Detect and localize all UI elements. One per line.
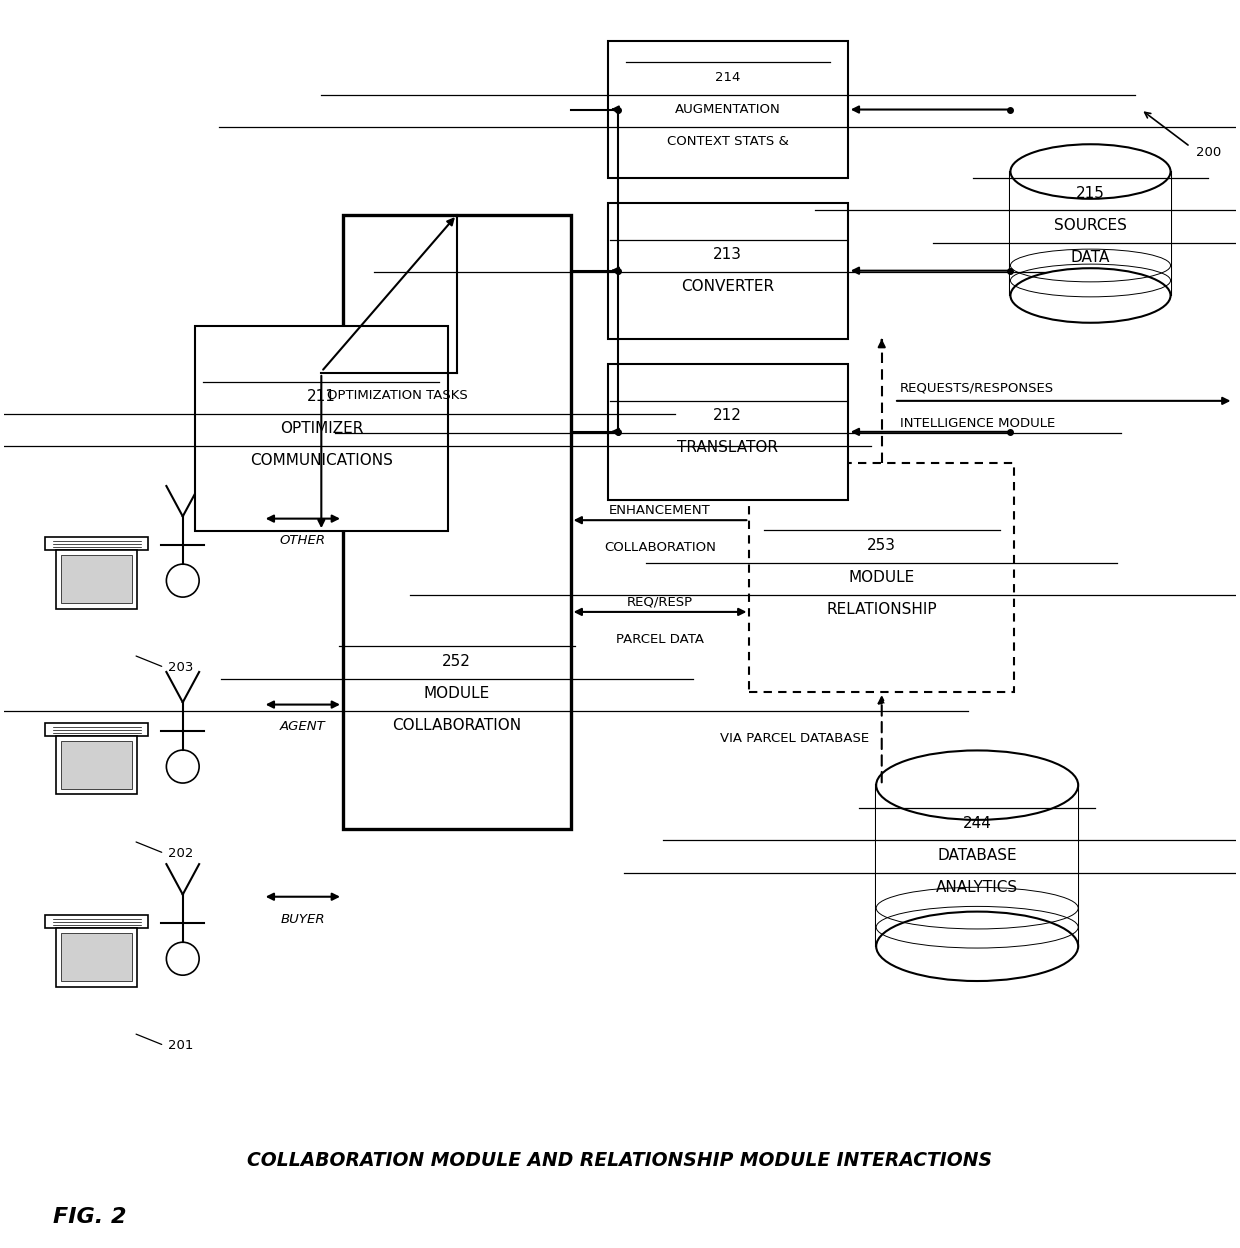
Polygon shape <box>877 785 1078 946</box>
Text: VIA PARCEL DATABASE: VIA PARCEL DATABASE <box>720 733 869 745</box>
Ellipse shape <box>877 911 1078 981</box>
Text: RELATIONSHIP: RELATIONSHIP <box>826 603 937 618</box>
Text: AUGMENTATION: AUGMENTATION <box>675 104 781 116</box>
Text: INTELLIGENCE MODULE: INTELLIGENCE MODULE <box>900 417 1055 429</box>
Polygon shape <box>46 723 148 736</box>
Circle shape <box>166 942 200 975</box>
Text: FIG. 2: FIG. 2 <box>53 1207 126 1227</box>
Polygon shape <box>46 537 148 550</box>
Text: SOURCES: SOURCES <box>1054 218 1127 233</box>
Text: COMMUNICATIONS: COMMUNICATIONS <box>250 453 393 468</box>
Text: COLLABORATION MODULE AND RELATIONSHIP MODULE INTERACTIONS: COLLABORATION MODULE AND RELATIONSHIP MO… <box>248 1151 992 1169</box>
Polygon shape <box>61 555 133 603</box>
Text: 211: 211 <box>306 389 336 404</box>
Polygon shape <box>608 41 848 177</box>
Text: CONTEXT STATS &: CONTEXT STATS & <box>667 135 789 149</box>
Polygon shape <box>608 202 848 339</box>
Text: ANALYTICS: ANALYTICS <box>936 880 1018 895</box>
Polygon shape <box>1011 171 1171 296</box>
Circle shape <box>166 564 200 597</box>
Polygon shape <box>608 363 848 500</box>
Ellipse shape <box>877 750 1078 820</box>
Text: 253: 253 <box>867 538 897 553</box>
Text: DATA: DATA <box>1071 250 1110 265</box>
Text: MODULE: MODULE <box>848 570 915 585</box>
Text: COLLABORATION: COLLABORATION <box>604 540 715 554</box>
Polygon shape <box>61 741 133 789</box>
Text: 202: 202 <box>167 847 193 860</box>
Text: 200: 200 <box>1197 146 1221 160</box>
Text: OPTIMIZER: OPTIMIZER <box>280 422 363 437</box>
Polygon shape <box>56 929 138 987</box>
Polygon shape <box>195 327 448 532</box>
Text: 212: 212 <box>713 408 743 423</box>
Polygon shape <box>46 915 148 929</box>
Text: PARCEL DATA: PARCEL DATA <box>616 633 704 645</box>
Text: BUYER: BUYER <box>280 912 325 926</box>
Polygon shape <box>61 934 133 981</box>
Ellipse shape <box>1011 145 1171 198</box>
Text: 201: 201 <box>167 1040 193 1052</box>
Text: OTHER: OTHER <box>280 534 326 548</box>
Text: 213: 213 <box>713 247 743 262</box>
Text: AGENT: AGENT <box>280 720 326 734</box>
Text: 252: 252 <box>443 654 471 669</box>
Text: OPTIMIZATION TASKS: OPTIMIZATION TASKS <box>327 389 469 402</box>
Text: ENHANCEMENT: ENHANCEMENT <box>609 504 711 517</box>
Polygon shape <box>56 550 138 609</box>
Text: 203: 203 <box>167 661 193 674</box>
Polygon shape <box>56 736 138 795</box>
Text: COLLABORATION: COLLABORATION <box>392 718 521 733</box>
Circle shape <box>166 750 200 782</box>
Text: MODULE: MODULE <box>424 686 490 701</box>
Text: 214: 214 <box>715 71 740 84</box>
Ellipse shape <box>1011 268 1171 323</box>
Text: 244: 244 <box>962 816 992 831</box>
Polygon shape <box>749 463 1014 693</box>
Text: TRANSLATOR: TRANSLATOR <box>677 441 779 456</box>
Text: CONVERTER: CONVERTER <box>681 280 774 295</box>
Text: REQUESTS/RESPONSES: REQUESTS/RESPONSES <box>900 382 1054 394</box>
Polygon shape <box>343 215 570 829</box>
Text: DATABASE: DATABASE <box>937 847 1017 862</box>
Text: 215: 215 <box>1076 186 1105 201</box>
Text: REQ/RESP: REQ/RESP <box>627 595 693 609</box>
